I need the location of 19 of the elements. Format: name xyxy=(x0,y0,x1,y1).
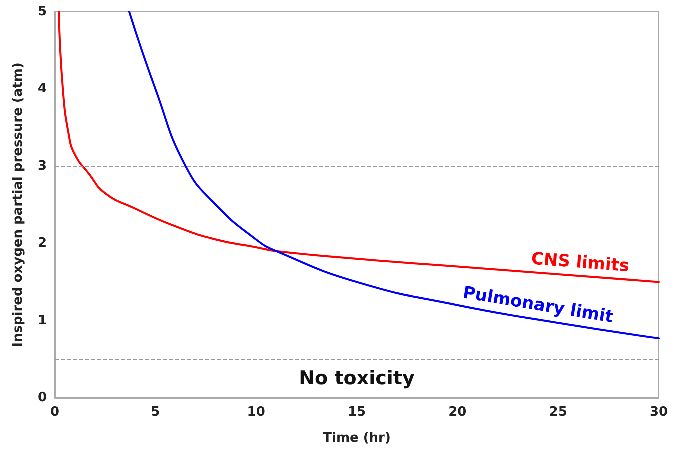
annotation: CNS limits xyxy=(530,249,630,277)
y-axis-title: Inspired oxygen partial pressure (atm) xyxy=(11,62,26,348)
y-tick-label: 2 xyxy=(38,236,47,252)
y-tick-label: 3 xyxy=(38,158,47,174)
annotation: No toxicity xyxy=(299,368,416,390)
x-tick-label: 0 xyxy=(50,405,60,420)
x-tick-label: 10 xyxy=(247,405,266,420)
x-axis-title: Time (hr) xyxy=(323,431,391,446)
x-tick-label: 15 xyxy=(348,405,366,420)
x-tick-label: 5 xyxy=(151,405,160,420)
line-series xyxy=(58,11,660,284)
x-tick-label: 25 xyxy=(549,405,568,420)
x-tick-label: 20 xyxy=(448,405,467,420)
y-tick-label: 0 xyxy=(38,390,47,406)
y-tick-label: 1 xyxy=(38,313,47,328)
line-series xyxy=(128,11,660,340)
x-tick-label: 30 xyxy=(650,405,668,420)
y-tick-label: 5 xyxy=(38,4,47,20)
y-tick-label: 4 xyxy=(38,82,47,97)
